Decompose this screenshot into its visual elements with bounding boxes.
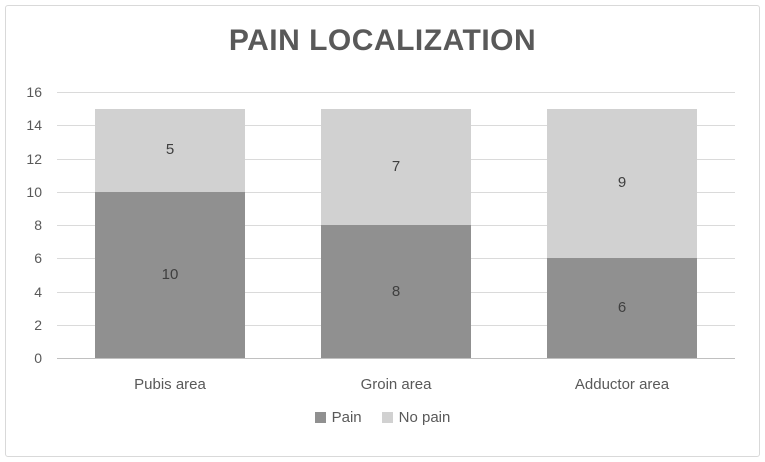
y-tick-label: 8 <box>34 217 42 233</box>
legend-label-no-pain: No pain <box>398 409 451 426</box>
legend-item-pain: Pain <box>314 409 362 426</box>
gridline <box>57 92 735 93</box>
bar-value-label: 10 <box>161 265 179 283</box>
x-axis-line <box>57 358 735 359</box>
bar-segment-pain-groin-area <box>321 225 471 358</box>
bar-value-label: 9 <box>617 174 627 192</box>
y-tick-label: 10 <box>26 183 42 200</box>
legend-label-pain: Pain <box>331 409 362 426</box>
bar-value-label: 6 <box>617 299 627 317</box>
bar-segment-pain-pubis-area <box>95 191 245 358</box>
bar-segment-pain-adductor-area <box>547 258 697 358</box>
legend-swatch-pain <box>314 412 326 423</box>
y-tick-label: 2 <box>34 316 42 333</box>
y-tick-label: 14 <box>26 117 42 134</box>
bar-segment-no-pain-groin-area <box>321 108 471 225</box>
x-tick-label-pubis-area: Pubis area <box>134 376 206 393</box>
legend: Pain No pain <box>0 409 765 426</box>
x-tick-label-adductor-area: Adductor area <box>574 376 670 393</box>
y-tick-label: 4 <box>34 283 42 300</box>
y-tick-label: 6 <box>34 250 42 267</box>
legend-swatch-no-pain <box>381 412 393 423</box>
bar-segment-no-pain-pubis-area <box>95 108 245 192</box>
x-tick-label-groin-area: Groin area <box>360 376 432 393</box>
legend-item-no-pain: No pain <box>381 409 451 426</box>
bar-segment-no-pain-adductor-area <box>547 108 697 259</box>
chart-title: PAIN LOCALIZATION <box>228 24 537 57</box>
y-tick-label: 16 <box>26 84 42 100</box>
y-tick-label: 12 <box>26 150 42 167</box>
bar-value-label: 5 <box>165 141 175 159</box>
bar-value-label: 8 <box>391 282 401 300</box>
y-tick-label: 0 <box>34 350 42 366</box>
bar-value-label: 7 <box>391 157 401 175</box>
